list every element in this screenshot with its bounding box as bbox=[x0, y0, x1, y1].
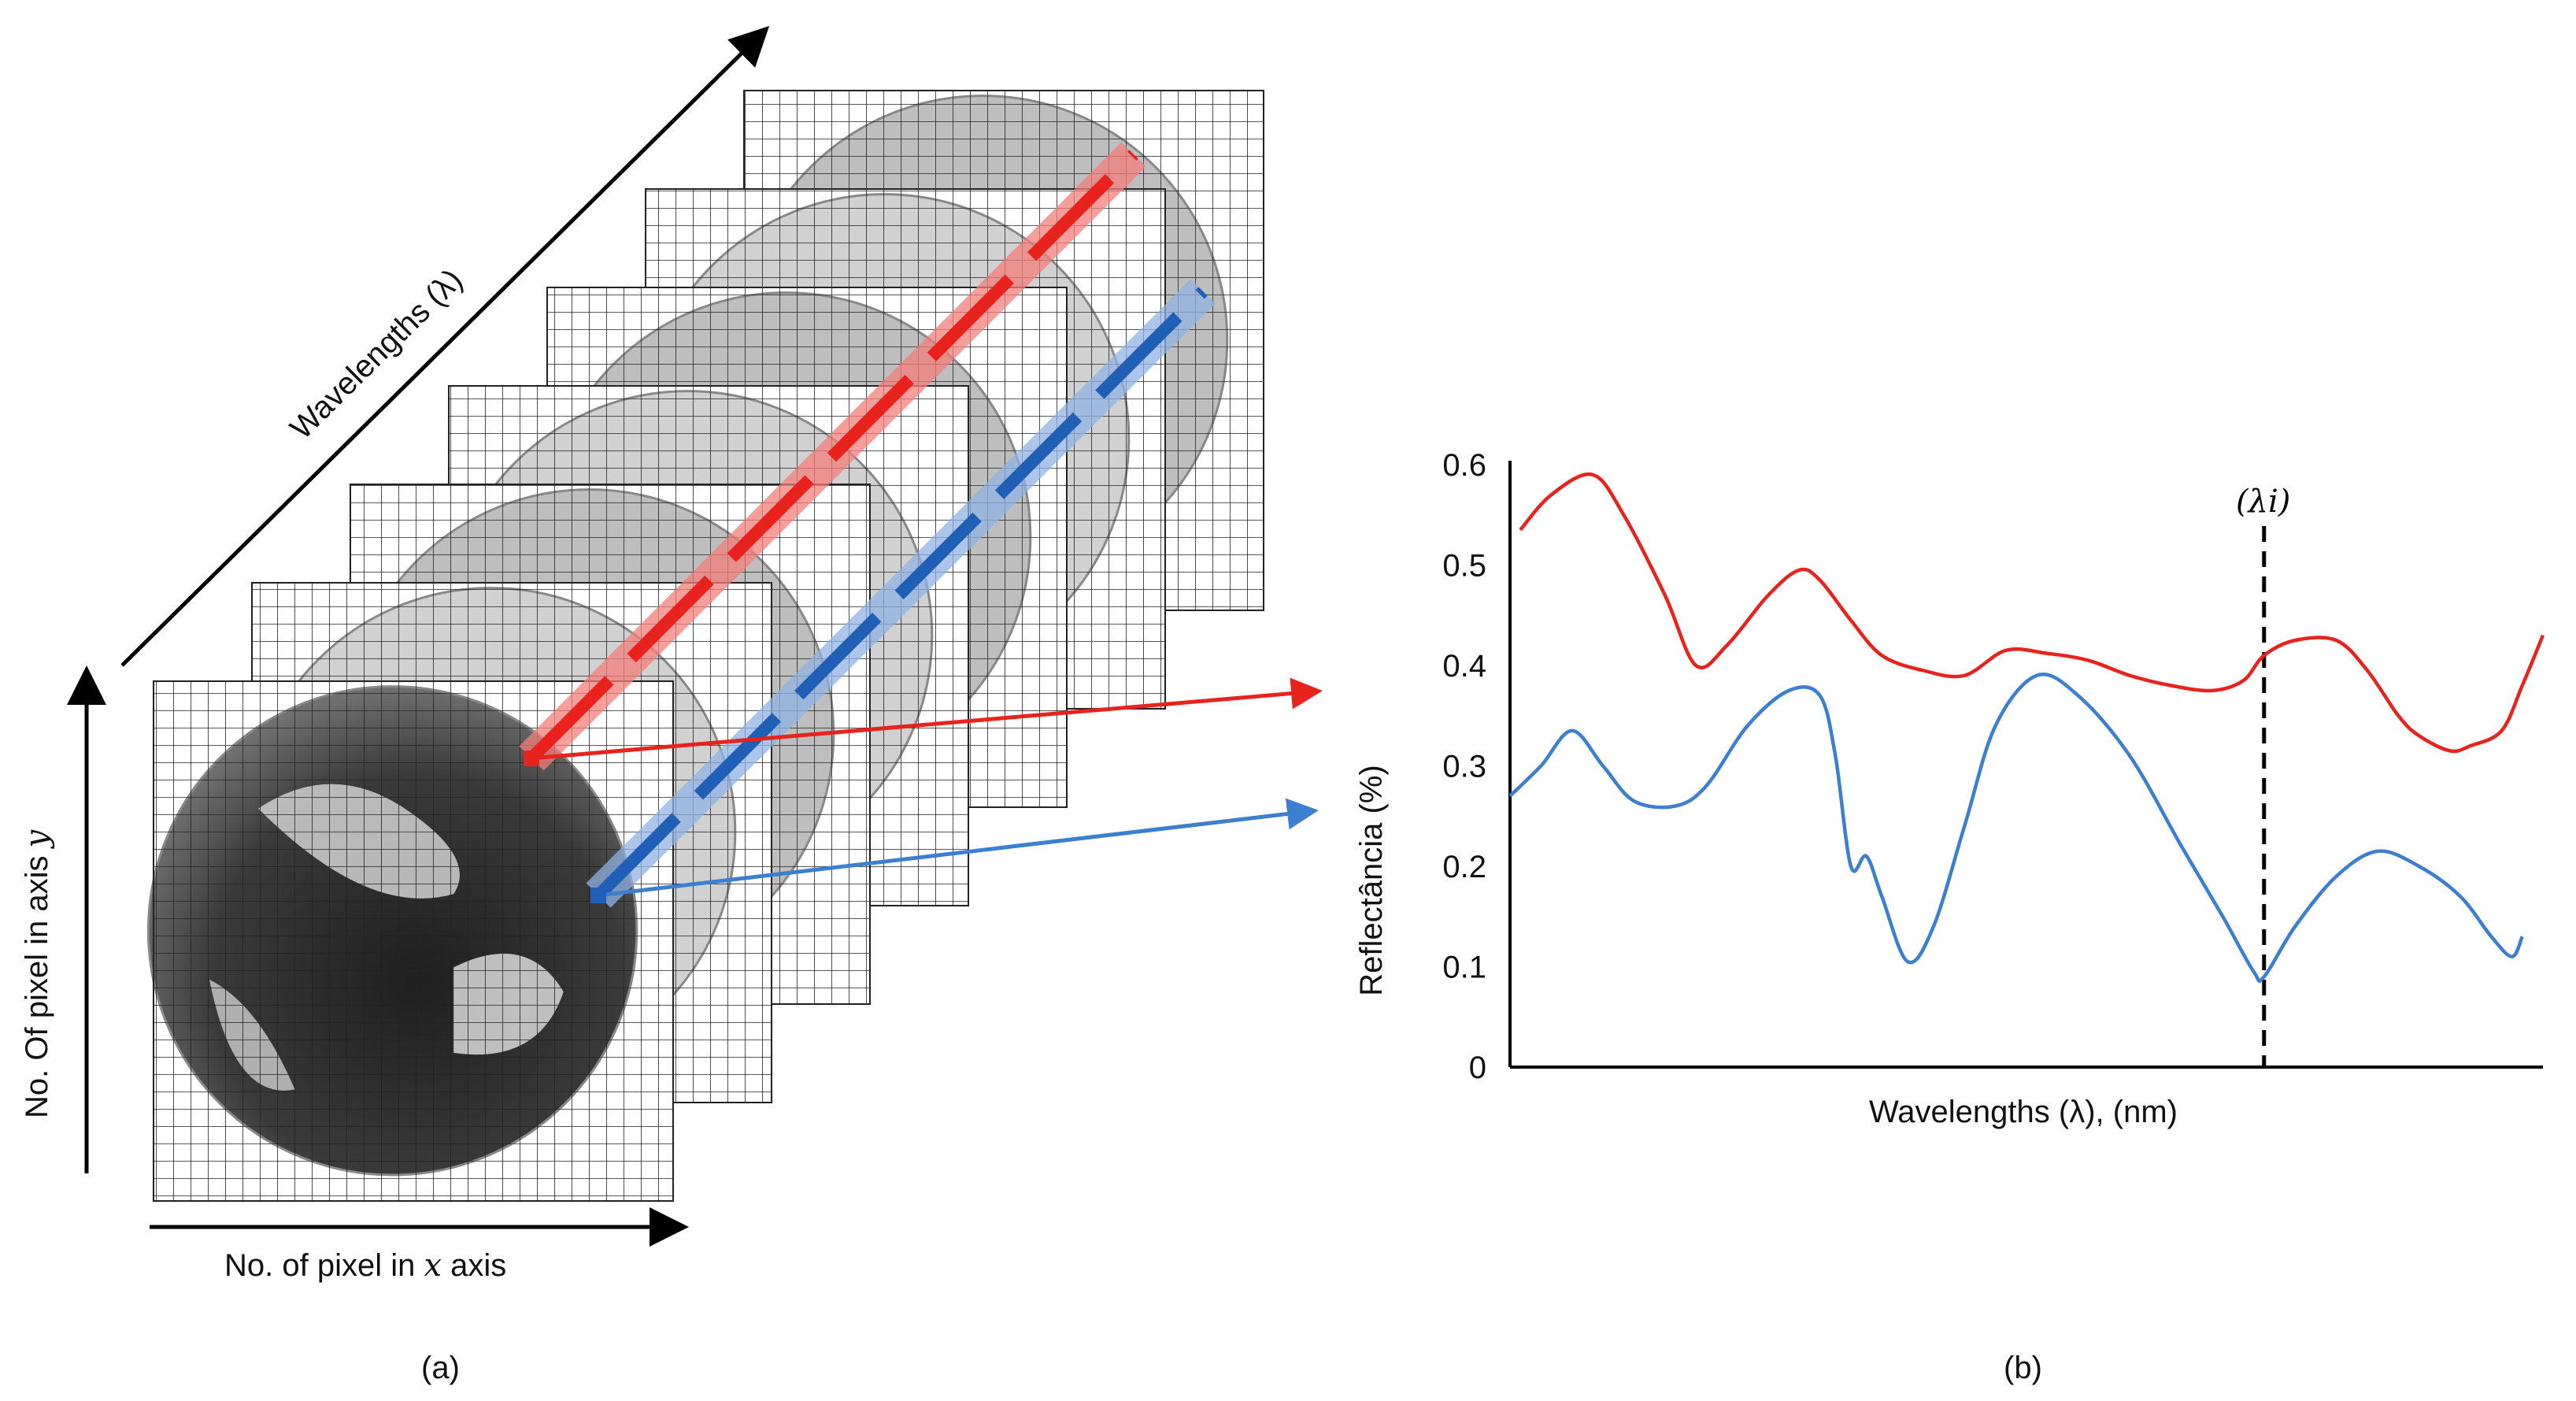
band-layer bbox=[146, 680, 674, 1202]
wavelength-axis-label: Wavelengths (λ) bbox=[283, 262, 469, 446]
chart-axes: 0 0.1 0.2 0.3 0.4 0.5 0.6 bbox=[1442, 448, 2543, 1085]
y-tick-label: 0.4 bbox=[1442, 649, 1486, 684]
x-axis-title: Wavelengths (λ), (nm) bbox=[1869, 1095, 2178, 1129]
hypercube-panel: Wavelengths (λ) No. Of pixel in axisy No… bbox=[19, 25, 1323, 1385]
y-tick-label: 0.1 bbox=[1442, 951, 1486, 985]
y-axis-label: No. Of pixel in axisy bbox=[19, 829, 55, 1118]
y-tick-label: 0.5 bbox=[1442, 549, 1486, 584]
y-tick-label: 0.6 bbox=[1442, 448, 1486, 483]
y-tick-label: 0 bbox=[1469, 1051, 1486, 1085]
reflectance-series-line bbox=[1508, 673, 2524, 984]
wavelength-axis-arrow bbox=[120, 25, 770, 667]
caption-b: (b) bbox=[2004, 1351, 2042, 1385]
wavelength-marker-label: (λi) bbox=[2236, 484, 2290, 520]
x-axis-label: No. of pixel in x axis bbox=[224, 1247, 506, 1284]
red-spectrum-arrow bbox=[531, 677, 1323, 761]
red-pixel-marker bbox=[524, 751, 539, 766]
spectral-band-layers bbox=[146, 90, 1264, 1202]
y-tick-label: 0.3 bbox=[1442, 750, 1486, 784]
y-axis-title: Reflectância (%) bbox=[1354, 765, 1389, 995]
blue-spectrum-arrow bbox=[598, 798, 1319, 898]
reflectance-chart: 0 0.1 0.2 0.3 0.4 0.5 0.6 Reflectância (%) Wav… bbox=[1354, 448, 2545, 1385]
blue-pixel-marker bbox=[590, 888, 606, 903]
reflectance-series-line bbox=[1519, 472, 2545, 754]
caption-a: (a) bbox=[421, 1351, 460, 1385]
blue-pixel-beam-core bbox=[594, 287, 1208, 900]
chart-series-group bbox=[1508, 472, 2545, 984]
red-pixel-beam-core bbox=[527, 150, 1138, 763]
pixel-grid bbox=[153, 680, 674, 1202]
y-tick-label: 0.2 bbox=[1442, 850, 1486, 884]
